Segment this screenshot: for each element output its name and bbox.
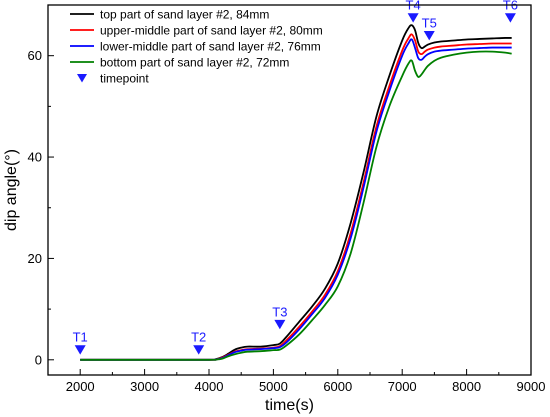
timepoint-label-t4: T4 [406, 0, 421, 13]
x-tick-label: 5000 [259, 379, 288, 394]
legend: top part of sand layer #2, 84mm upper-mid… [70, 8, 323, 86]
series-line-1 [80, 24, 512, 361]
x-tick-label: 4000 [195, 379, 224, 394]
legend-label-1: top part of sand layer #2, 84mm [100, 8, 269, 22]
x-axis-label: time(s) [265, 397, 314, 414]
legend-swatch-timepoint [77, 74, 87, 83]
y-tick-label: 0 [35, 352, 42, 367]
x-tick-label: 9000 [517, 379, 546, 394]
timepoint-marker-t2 [193, 345, 205, 355]
x-tick-label: 3000 [130, 379, 159, 394]
timepoint-label-t6: T6 [503, 0, 518, 13]
y-tick-label: 20 [28, 251, 42, 266]
legend-label-timepoint: timepoint [100, 72, 149, 86]
timepoint-marker-t3 [274, 319, 286, 330]
timepoint-marker-t4 [407, 13, 419, 23]
x-tick-label: 2000 [66, 379, 95, 394]
x-tick-label: 6000 [323, 379, 352, 394]
timepoint-label-t5: T5 [422, 15, 437, 30]
timepoint-label-t2: T2 [191, 330, 206, 345]
y-axis-label: dip angle(°) [3, 149, 20, 231]
plot-series-layer [80, 24, 512, 361]
plot-frame [47, 4, 532, 376]
legend-label-2: upper-middle part of sand layer #2, 80mm [100, 24, 323, 38]
timepoint-marker-t1 [74, 345, 86, 355]
series-line-3 [80, 38, 512, 361]
timepoint-label-t1: T1 [73, 330, 88, 345]
series-line-4 [80, 50, 512, 361]
x-tick-label: 7000 [388, 379, 417, 394]
y-tick-label: 60 [28, 48, 42, 63]
legend-label-4: bottom part of sand layer #2, 72mm [100, 56, 289, 70]
x-tick-label: 8000 [452, 379, 481, 394]
timepoint-marker-t5 [423, 31, 435, 41]
legend-label-3: lower-middle part of sand layer #2, 76mm [100, 40, 321, 54]
timepoint-label-t3: T3 [272, 304, 287, 319]
axis-ticks-layer: 2000 3000 4000 5000 6000 7000 8000 9000 0 20 40 60 [28, 48, 546, 394]
y-tick-label: 40 [28, 150, 42, 165]
timepoint-marker-t6 [504, 13, 516, 23]
